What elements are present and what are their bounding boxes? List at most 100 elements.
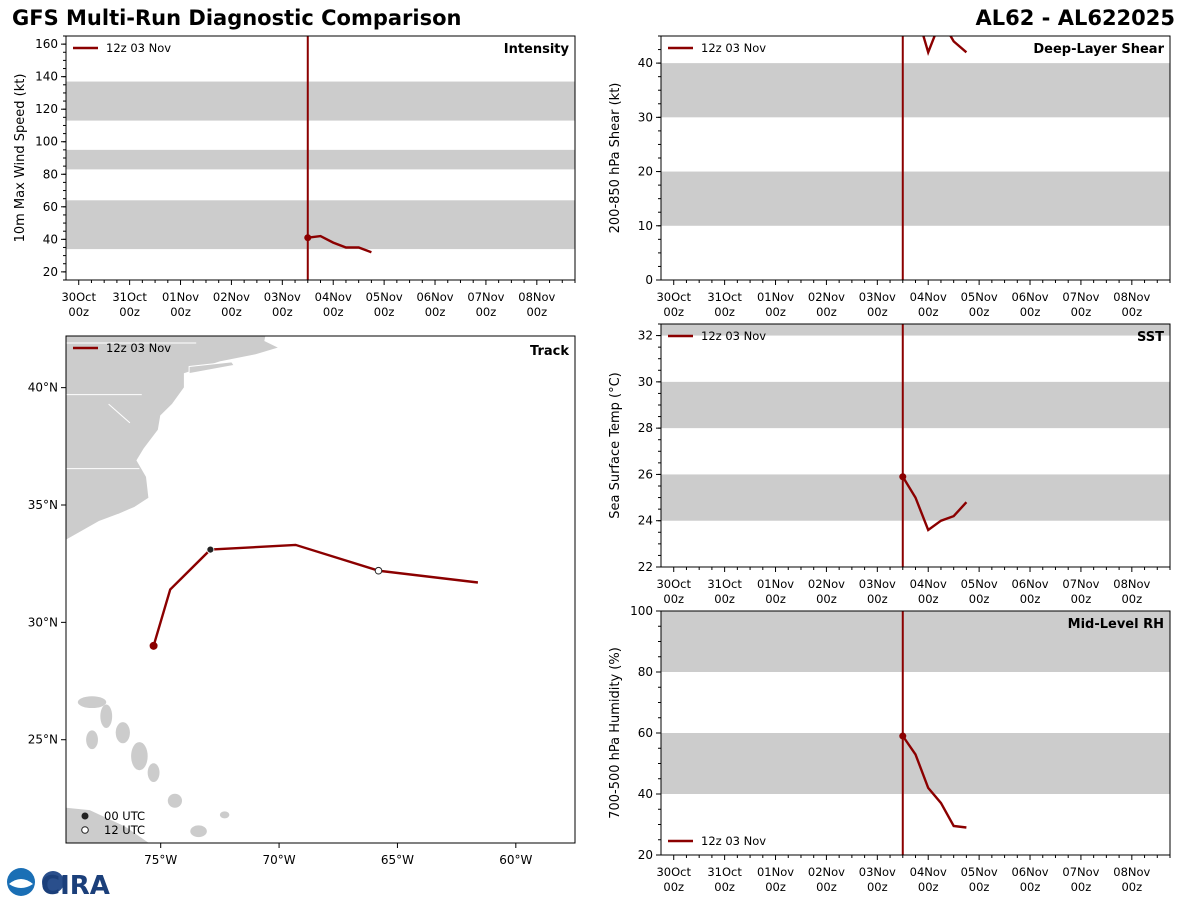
intensity-ylabel: 10m Max Wind Speed (kt) (13, 74, 28, 243)
rh-ytick-label: 60 (638, 726, 653, 740)
rh-ylabel: 700-500 hPa Humidity (%) (608, 647, 623, 819)
bahamas-island (77, 696, 107, 709)
track-xtick-label: 70°W (262, 853, 295, 867)
track-12utc-point (374, 566, 383, 575)
rh-xtick-label-day: 31Oct (707, 865, 742, 879)
intensity-ytick-label: 40 (43, 232, 58, 246)
shear-ytick-label: 30 (638, 110, 653, 124)
rh-band-0 (661, 733, 1170, 794)
shear-ytick-label: 0 (645, 273, 653, 287)
rh-xtick-label-day: 30Oct (656, 865, 691, 879)
rh-xtick-label-hour: 00z (969, 880, 990, 894)
sst-ytick-label: 28 (638, 421, 653, 435)
rh-xtick-label-hour: 00z (1020, 880, 1041, 894)
sst-ylabel: Sea Surface Temp (°C) (608, 372, 623, 519)
intensity-xtick-label-day: 30Oct (61, 290, 96, 304)
intensity-xtick-label-day: 31Oct (112, 290, 147, 304)
intensity-ytick-label: 20 (43, 265, 58, 279)
track-ytick-label: 30°N (28, 615, 58, 629)
track-frame (65, 335, 576, 844)
shear-xtick-label-hour: 00z (969, 305, 990, 319)
track-ytick-label: 35°N (28, 498, 58, 512)
sst-xtick-label-hour: 00z (714, 592, 735, 606)
bahamas-island (219, 811, 230, 819)
intensity-xtick-label-day: 06Nov (416, 290, 453, 304)
shear-xtick-label-hour: 00z (1020, 305, 1041, 319)
intensity-ytick-label: 160 (35, 37, 58, 51)
track-ytick-label: 25°N (28, 733, 58, 747)
sst-xtick-label-day: 08Nov (1113, 577, 1150, 591)
track-xtick-label: 60°W (499, 853, 532, 867)
intensity-ytick-label: 140 (35, 70, 58, 84)
shear-xtick-label-hour: 00z (816, 305, 837, 319)
intensity-xtick-label-hour: 00z (425, 305, 446, 319)
sst-ytick-label: 24 (638, 514, 653, 528)
intensity-xtick-label-day: 08Nov (518, 290, 555, 304)
sst-xtick-label-day: 06Nov (1011, 577, 1048, 591)
intensity-xtick-label-hour: 00z (476, 305, 497, 319)
shear-xtick-label-hour: 00z (867, 305, 888, 319)
sst-ytick-label: 30 (638, 375, 653, 389)
panel-rh: 2040608010030Oct00z31Oct00z01Nov00z02Nov… (608, 604, 1171, 894)
sst-xtick-label-hour: 00z (765, 592, 786, 606)
sst-xtick-label-hour: 00z (1071, 592, 1092, 606)
rh-ytick-label: 40 (638, 787, 653, 801)
rh-xtick-label-hour: 00z (918, 880, 939, 894)
rh-xtick-label-hour: 00z (714, 880, 735, 894)
rh-xtick-label-day: 02Nov (808, 865, 845, 879)
shear-xtick-label-day: 03Nov (859, 290, 896, 304)
intensity-ytick-label: 60 (43, 200, 58, 214)
sst-xtick-label-day: 01Nov (757, 577, 794, 591)
intensity-xtick-label-day: 05Nov (366, 290, 403, 304)
panel-sst: 22242628303230Oct00z31Oct00z01Nov00z02No… (608, 323, 1171, 606)
intensity-xtick-label-hour: 00z (221, 305, 242, 319)
shear-xtick-label-day: 30Oct (656, 290, 691, 304)
track-line (152, 543, 479, 647)
sst-xtick-label-hour: 00z (1121, 592, 1142, 606)
intensity-xtick-label-hour: 00z (526, 305, 547, 319)
intensity-series-line (307, 234, 372, 254)
shear-xtick-label-hour: 00z (663, 305, 684, 319)
intensity-xtick-label-hour: 00z (119, 305, 140, 319)
intensity-xtick-label-day: 03Nov (264, 290, 301, 304)
rh-ytick-label: 100 (630, 604, 653, 618)
rh-series-line (901, 735, 967, 829)
us-east-coast (66, 336, 281, 541)
rh-xtick-label-day: 08Nov (1113, 865, 1150, 879)
rh-band-1 (661, 611, 1170, 672)
intensity-xtick-label-hour: 00z (68, 305, 89, 319)
sst-ytick-label: 32 (638, 329, 653, 343)
rh-xtick-label-day: 05Nov (961, 865, 998, 879)
sst-xtick-label-day: 02Nov (808, 577, 845, 591)
bahamas-island (167, 793, 183, 808)
long-island (188, 361, 235, 375)
bahamas-island (100, 704, 113, 728)
intensity-xtick-label-hour: 00z (170, 305, 191, 319)
state-boundary (108, 403, 131, 424)
sst-xtick-label-hour: 00z (969, 592, 990, 606)
rh-xtick-label-day: 01Nov (757, 865, 794, 879)
cira-globe-icon (42, 871, 64, 893)
panel-track: 75°W 70°W 65°W 60°W 25°N 30°N 35°N 40°N Track 12z… (28, 335, 576, 867)
rh-start-point (899, 732, 907, 740)
rh-xtick-label-hour: 00z (816, 880, 837, 894)
track-title: Track (530, 344, 569, 359)
shear-xtick-label-day: 08Nov (1113, 290, 1150, 304)
rh-xtick-label-hour: 00z (663, 880, 684, 894)
intensity-title: Intensity (504, 42, 570, 57)
legend-12utc-marker (81, 826, 89, 834)
rh-xtick-label-day: 07Nov (1062, 865, 1099, 879)
intensity-xtick-label-day: 04Nov (315, 290, 352, 304)
intensity-xtick-label-day: 02Nov (213, 290, 250, 304)
shear-legend-label: 12z 03 Nov (701, 41, 766, 55)
sst-xtick-label-day: 03Nov (859, 577, 896, 591)
track-ytick-label: 40°N (28, 381, 58, 395)
intensity-xtick-label-hour: 00z (323, 305, 344, 319)
shear-band-0 (661, 171, 1170, 226)
track-xtick-label: 65°W (381, 853, 414, 867)
rh-xtick-label-day: 06Nov (1011, 865, 1048, 879)
shear-xtick-label-hour: 00z (918, 305, 939, 319)
bahamas-island (86, 730, 98, 750)
shear-xtick-label-day: 02Nov (808, 290, 845, 304)
rh-xtick-label-day: 03Nov (859, 865, 896, 879)
